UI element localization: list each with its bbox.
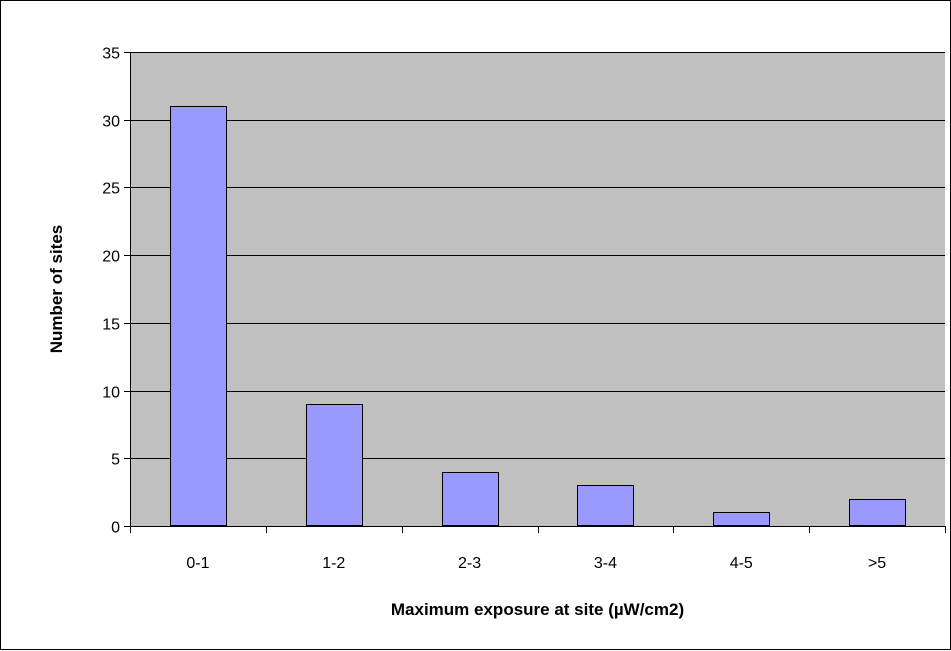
y-tick-label: 10 — [102, 385, 120, 402]
x-axis-ticks: 0-1 1-2 2-3 3-4 4-5 >5 — [130, 526, 946, 572]
y-tick-label: 0 — [111, 520, 120, 537]
y-tick-label: 5 — [111, 452, 120, 469]
bar->5 — [849, 499, 906, 526]
bars — [170, 106, 906, 526]
x-axis-title: Maximum exposure at site (µW/cm2) — [391, 600, 684, 619]
x-tick-label: 3-4 — [594, 555, 617, 572]
plot-area — [130, 52, 945, 526]
y-tick-label: 15 — [102, 317, 120, 334]
y-tick-label: 20 — [102, 249, 120, 266]
x-tick-label: 4-5 — [730, 555, 753, 572]
x-tick-label: 0-1 — [186, 555, 209, 572]
y-tick-label: 35 — [102, 46, 120, 63]
y-axis-ticks: 0 5 10 15 20 25 30 35 — [102, 46, 130, 537]
bar-0-1 — [170, 106, 227, 526]
x-tick-label: 1-2 — [322, 555, 345, 572]
bar-3-4 — [577, 485, 634, 526]
y-tick-label: 30 — [102, 114, 120, 131]
gridlines — [130, 52, 945, 459]
bar-2-3 — [442, 472, 499, 526]
x-tick-label: 2-3 — [458, 555, 481, 572]
x-tick-label: >5 — [868, 555, 886, 572]
bar-4-5 — [713, 512, 770, 526]
y-tick-label: 25 — [102, 181, 120, 198]
y-axis-title: Number of sites — [47, 225, 66, 353]
bar-1-2 — [306, 404, 363, 526]
